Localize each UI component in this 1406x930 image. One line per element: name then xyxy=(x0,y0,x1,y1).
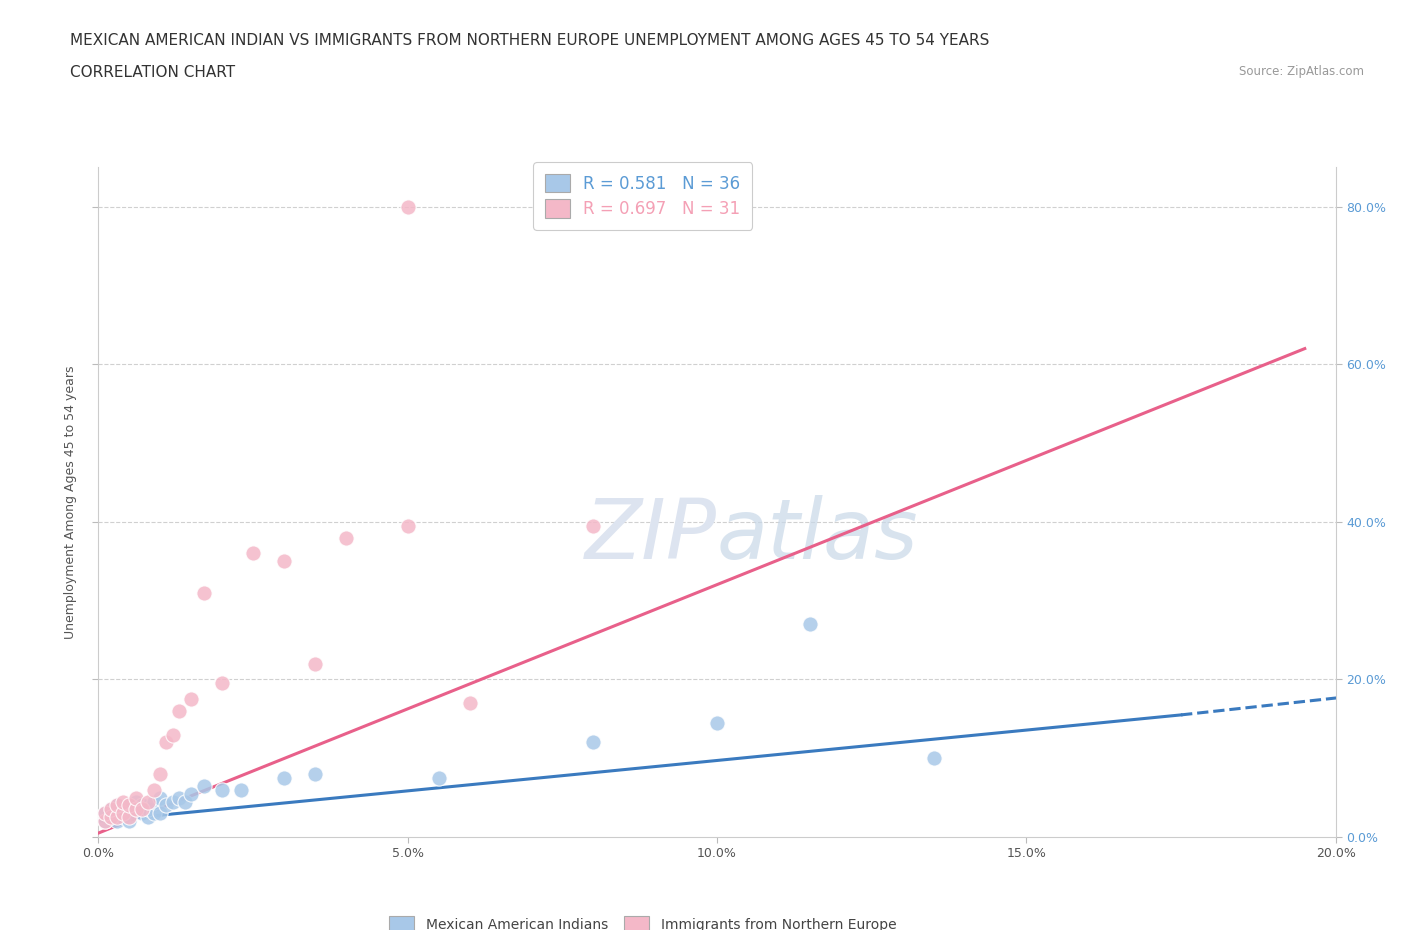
Point xyxy=(118,814,141,829)
Point xyxy=(304,766,326,781)
Point xyxy=(229,782,252,797)
Text: Source: ZipAtlas.com: Source: ZipAtlas.com xyxy=(1239,65,1364,78)
Point xyxy=(155,735,177,750)
Point xyxy=(100,810,122,825)
Point xyxy=(93,806,115,821)
Point xyxy=(155,798,177,813)
Point xyxy=(149,790,172,805)
Point xyxy=(105,814,128,829)
Point xyxy=(273,554,295,569)
Point xyxy=(458,696,481,711)
Point xyxy=(124,790,146,805)
Point xyxy=(100,802,122,817)
Point xyxy=(167,790,190,805)
Point xyxy=(149,766,172,781)
Point xyxy=(193,585,215,600)
Text: atlas: atlas xyxy=(717,495,918,577)
Point xyxy=(180,692,202,707)
Point xyxy=(105,810,128,825)
Point xyxy=(131,798,153,813)
Point xyxy=(922,751,945,765)
Point xyxy=(118,798,141,813)
Point xyxy=(143,794,166,809)
Point xyxy=(242,546,264,561)
Point xyxy=(124,802,146,817)
Point xyxy=(124,794,146,809)
Point xyxy=(143,782,166,797)
Point xyxy=(211,782,233,797)
Point xyxy=(118,810,141,825)
Point xyxy=(193,778,215,793)
Point xyxy=(131,802,153,817)
Point xyxy=(335,530,357,545)
Text: ZIP: ZIP xyxy=(585,495,717,577)
Text: MEXICAN AMERICAN INDIAN VS IMMIGRANTS FROM NORTHERN EUROPE UNEMPLOYMENT AMONG AG: MEXICAN AMERICAN INDIAN VS IMMIGRANTS FR… xyxy=(70,33,990,47)
Text: CORRELATION CHART: CORRELATION CHART xyxy=(70,65,235,80)
Point xyxy=(304,657,326,671)
Point xyxy=(706,199,728,214)
Point xyxy=(396,518,419,533)
Point xyxy=(131,806,153,821)
Point xyxy=(112,806,135,821)
Point xyxy=(118,798,141,813)
Point xyxy=(273,770,295,785)
Point xyxy=(143,806,166,821)
Point xyxy=(112,794,135,809)
Point xyxy=(174,794,197,809)
Point xyxy=(105,798,128,813)
Point xyxy=(124,802,146,817)
Point xyxy=(100,810,122,825)
Point xyxy=(582,735,605,750)
Point xyxy=(136,794,159,809)
Y-axis label: Unemployment Among Ages 45 to 54 years: Unemployment Among Ages 45 to 54 years xyxy=(63,365,77,639)
Point xyxy=(149,806,172,821)
Point xyxy=(706,715,728,730)
Point xyxy=(396,199,419,214)
Point xyxy=(162,794,184,809)
Point xyxy=(100,802,122,817)
Point xyxy=(93,814,115,829)
Point xyxy=(427,770,450,785)
Legend: Mexican American Indians, Immigrants from Northern Europe: Mexican American Indians, Immigrants fro… xyxy=(384,910,901,930)
Point xyxy=(112,810,135,825)
Point xyxy=(93,814,115,829)
Point xyxy=(105,798,128,813)
Point xyxy=(167,703,190,718)
Point xyxy=(105,806,128,821)
Point xyxy=(582,518,605,533)
Point xyxy=(162,727,184,742)
Point xyxy=(93,806,115,821)
Point xyxy=(136,802,159,817)
Point xyxy=(211,676,233,691)
Point xyxy=(180,786,202,801)
Point xyxy=(799,617,821,631)
Point xyxy=(136,810,159,825)
Point xyxy=(112,802,135,817)
